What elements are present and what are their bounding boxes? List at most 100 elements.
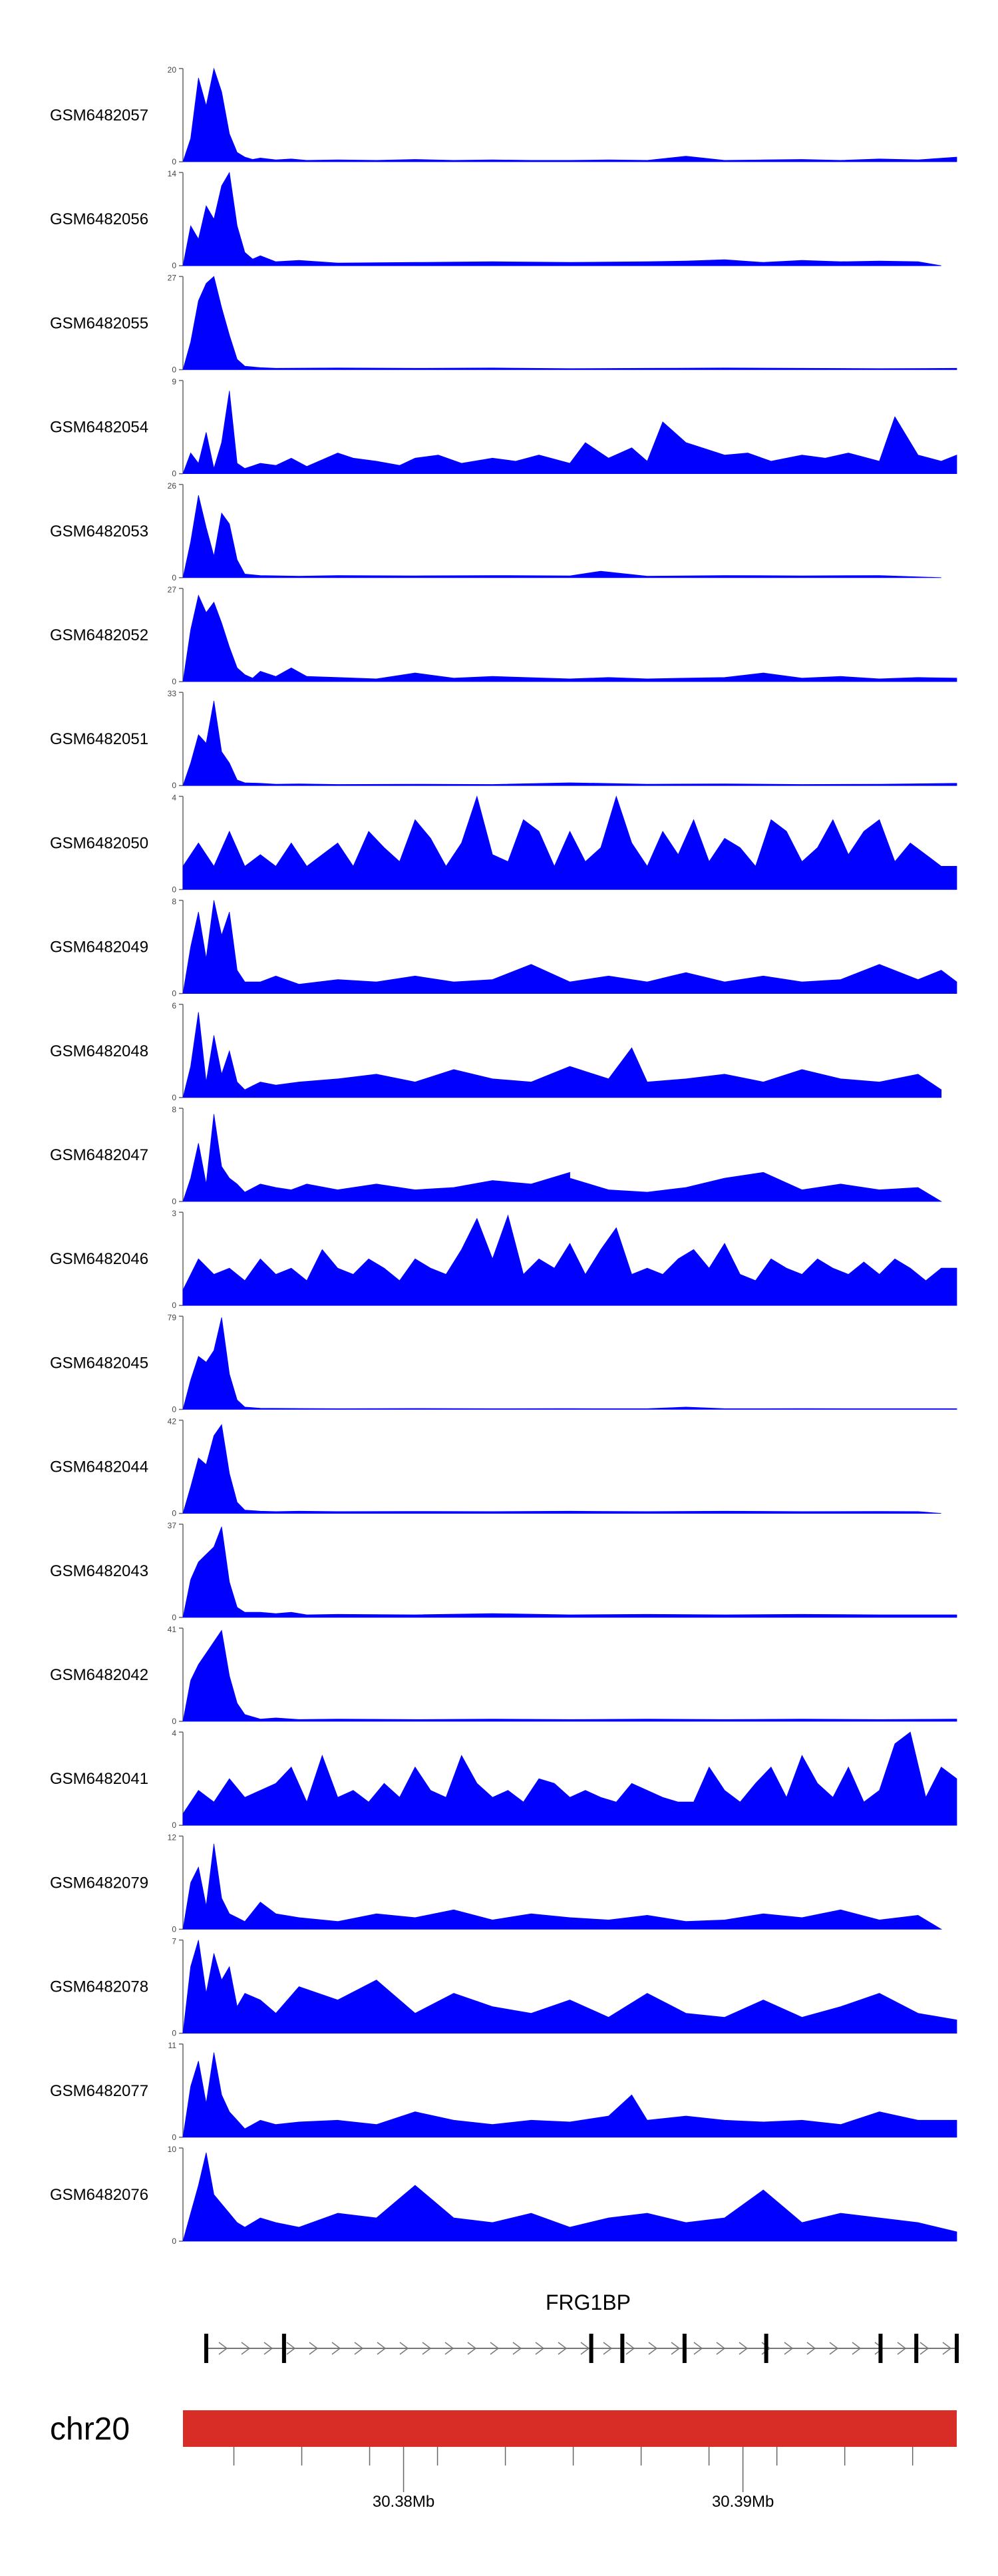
track-label: GSM6482054 <box>50 419 148 437</box>
y-tick-label-max: 11 <box>168 2041 177 2050</box>
track-gsm6482051: GSM6482051 33 0 <box>50 689 957 790</box>
strand-arrow <box>377 2342 387 2355</box>
track-gsm6482050: GSM6482050 4 0 <box>50 793 957 894</box>
y-tick-label-min: 0 <box>172 1924 176 1934</box>
track-label: GSM6482052 <box>50 626 148 644</box>
track-gsm6482078: GSM6482078 7 0 <box>50 1937 957 2038</box>
exon-mark <box>914 2334 919 2363</box>
strand-arrow <box>784 2342 794 2355</box>
coverage-area <box>182 795 957 890</box>
strand-arrow <box>580 2342 590 2355</box>
coverage-area <box>182 1424 941 1514</box>
y-tick-label-max: 9 <box>172 377 176 387</box>
y-tick-label-min: 0 <box>172 1821 176 1830</box>
strand-arrow <box>263 2342 273 2355</box>
y-tick-label-max: 26 <box>168 481 177 491</box>
strand-arrow <box>218 2342 228 2355</box>
exon-mark <box>764 2334 768 2363</box>
y-tick-label-min: 0 <box>172 1717 176 1726</box>
strand-arrow <box>919 2342 929 2355</box>
y-tick-label-max: 79 <box>168 1313 177 1322</box>
strand-arrow <box>942 2342 952 2355</box>
track-label: GSM6482044 <box>50 1458 148 1476</box>
coverage-area <box>182 1317 957 1410</box>
y-tick-label-min: 0 <box>172 573 176 582</box>
strand-arrow <box>512 2342 522 2355</box>
y-tick-label-max: 37 <box>168 1521 177 1530</box>
axis-tick-label: 30.38Mb <box>373 2493 434 2511</box>
y-tick-label-min: 0 <box>172 989 176 998</box>
y-tick-label-max: 27 <box>168 273 177 282</box>
track-gsm6482057: GSM6482057 20 0 <box>50 65 957 166</box>
track-label: GSM6482053 <box>50 523 148 540</box>
coverage-area <box>182 2052 957 2138</box>
track-gsm6482054: GSM6482054 9 0 <box>50 377 957 479</box>
y-tick-label-min: 0 <box>172 2029 176 2038</box>
track-gsm6482047: GSM6482047 8 0 <box>50 1105 943 1206</box>
track-label: GSM6482055 <box>50 314 148 332</box>
y-tick-label-max: 4 <box>172 1729 176 1738</box>
y-tick-label-max: 8 <box>172 1105 176 1114</box>
y-tick-label-min: 0 <box>172 1197 176 1206</box>
coverage-area <box>182 172 941 266</box>
strand-arrow <box>897 2342 907 2355</box>
track-label: GSM6482045 <box>50 1354 148 1372</box>
exon-mark <box>620 2334 625 2363</box>
strand-arrow <box>829 2342 839 2355</box>
coverage-area <box>182 900 957 994</box>
y-tick-label-max: 41 <box>168 1625 177 1634</box>
y-tick-label-max: 8 <box>172 897 176 907</box>
y-tick-label-max: 12 <box>168 1832 177 1842</box>
track-label: GSM6482079 <box>50 1874 148 1892</box>
coverage-area <box>182 1629 957 1722</box>
track-label: GSM6482049 <box>50 939 148 957</box>
track-gsm6482048: GSM6482048 6 0 <box>50 1001 942 1102</box>
track-gsm6482076: GSM6482076 10 0 <box>50 2145 957 2246</box>
track-gsm6482045: GSM6482045 79 0 <box>50 1313 957 1414</box>
track-label: GSM6482051 <box>50 730 148 748</box>
exon-mark <box>682 2334 687 2363</box>
coverage-area <box>182 391 957 474</box>
track-gsm6482041: GSM6482041 4 0 <box>50 1729 957 1830</box>
gene-name: FRG1BP <box>546 2290 631 2314</box>
track-gsm6482052: GSM6482052 27 0 <box>50 585 957 686</box>
strand-arrow <box>309 2342 319 2355</box>
strand-arrow <box>535 2342 545 2355</box>
exon-mark <box>955 2334 959 2363</box>
track-gsm6482079: GSM6482079 12 0 <box>50 1832 943 1934</box>
strand-arrow <box>490 2342 500 2355</box>
strand-arrow <box>625 2342 635 2355</box>
y-tick-label-max: 20 <box>168 65 177 75</box>
track-gsm6482077: GSM6482077 11 0 <box>50 2041 957 2142</box>
track-gsm6482042: GSM6482042 41 0 <box>50 1625 957 1726</box>
strand-arrow <box>693 2342 703 2355</box>
strand-arrow <box>558 2342 568 2355</box>
chromosome-name: chr20 <box>50 2412 130 2447</box>
chromosome-band <box>183 2410 957 2447</box>
strand-arrow <box>806 2342 816 2355</box>
track-gsm6482056: GSM6482056 14 0 <box>50 169 941 270</box>
coverage-area <box>182 700 957 786</box>
coverage-area <box>182 276 957 370</box>
y-tick-label-max: 6 <box>172 1001 176 1010</box>
track-gsm6482043: GSM6482043 37 0 <box>50 1521 957 1622</box>
y-tick-label-min: 0 <box>172 885 176 894</box>
track-label: GSM6482050 <box>50 834 148 852</box>
strand-arrow <box>444 2342 454 2355</box>
strand-arrow <box>331 2342 341 2355</box>
coverage-area <box>182 67 957 162</box>
strand-arrow <box>467 2342 477 2355</box>
y-tick-label-min: 0 <box>172 469 176 479</box>
track-label: GSM6482057 <box>50 107 148 124</box>
strand-arrow <box>716 2342 726 2355</box>
track-label: GSM6482041 <box>50 1770 148 1788</box>
coverage-area <box>182 1526 957 1618</box>
exon-mark <box>589 2334 593 2363</box>
y-tick-label-max: 33 <box>168 689 177 698</box>
strand-arrow <box>422 2342 432 2355</box>
axis-tick-label: 30.39Mb <box>712 2493 774 2511</box>
y-tick-label-min: 0 <box>172 1301 176 1310</box>
track-gsm6482044: GSM6482044 42 0 <box>50 1417 941 1518</box>
strand-arrow <box>286 2342 296 2355</box>
y-tick-label-min: 0 <box>172 2133 176 2142</box>
